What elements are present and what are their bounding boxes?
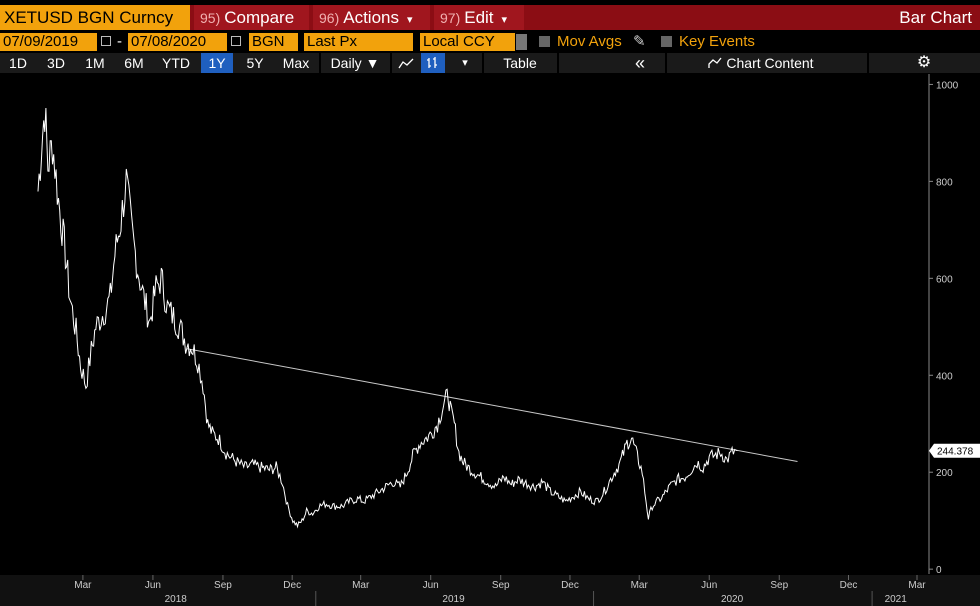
currency-select[interactable]: Local CCY [420, 33, 515, 51]
x-tick-label: Dec [283, 580, 301, 591]
currency-dropdown-icon[interactable] [516, 34, 527, 50]
y-tick-label: 600 [936, 274, 953, 285]
pencil-icon[interactable]: ✎ [633, 33, 646, 50]
x-tick-label: Sep [492, 580, 510, 591]
edit-menu-label: Edit [464, 8, 494, 27]
date-separator: - [117, 33, 122, 50]
range-1d-button[interactable]: 1D [9, 55, 27, 71]
price-series-line [37, 107, 738, 529]
last-value-label: 244.378 [937, 447, 974, 458]
x-tick-label: Dec [561, 580, 579, 591]
collapse-icon[interactable]: « [634, 53, 645, 73]
x-tick-label: Mar [908, 580, 926, 591]
chart-content-button[interactable]: Chart Content [669, 53, 853, 73]
toolbar-divider [319, 53, 321, 73]
price-chart: 0 200 400 600 800 1000 Mar Jun Sep Dec Mar Jun Sep De… [0, 74, 980, 606]
view-title: Bar Chart [899, 8, 972, 27]
bar-chart-icon[interactable] [421, 53, 445, 73]
last-value-tag [929, 443, 980, 458]
toolbar-divider [867, 53, 869, 73]
x-tick-label: Sep [214, 580, 232, 591]
x-year-label: 2021 [885, 594, 908, 605]
toolbar-divider [390, 53, 392, 73]
range-max-button[interactable]: Max [282, 55, 310, 71]
y-tick-label: 1000 [936, 80, 959, 91]
actions-dropdown-icon: ▾ [406, 14, 413, 26]
toolbar-divider [557, 53, 559, 73]
x-tick-label: Mar [631, 580, 649, 591]
controls-bar: 07/09/2019 - 07/08/2020 BGN Last Px Loca… [0, 32, 980, 52]
end-date-field[interactable]: 07/08/2020 [128, 33, 227, 51]
mov-avgs-label[interactable]: Mov Avgs [557, 33, 622, 50]
x-tick-label: Jun [145, 580, 161, 591]
y-tick-label: 400 [936, 371, 953, 382]
settings-gear-icon[interactable]: ⚙ [916, 54, 932, 71]
x-tick-label: Mar [352, 580, 370, 591]
y-tick-label: 0 [936, 565, 942, 576]
edit-dropdown-icon: ▾ [501, 14, 508, 26]
edit-menu[interactable]: 97) Edit ▾ [434, 5, 524, 30]
table-button[interactable]: Table [503, 55, 537, 71]
range-ytd-button[interactable]: YTD [162, 55, 190, 71]
chart-content-icon [708, 57, 722, 68]
actions-menu-label: Actions [343, 8, 399, 27]
calendar-icon[interactable] [101, 36, 111, 46]
title-bar: XETUSD BGN Curncy 95) Compare 96) Actions ▾… [0, 5, 980, 30]
compare-menu-label: Compare [224, 8, 295, 27]
compare-menu-number: 95) [200, 10, 221, 26]
trend-line [186, 348, 798, 463]
mov-avgs-checkbox[interactable] [539, 36, 550, 47]
range-3d-button[interactable]: 3D [47, 55, 65, 71]
x-year-label: 2019 [442, 594, 465, 605]
x-tick-label: Jun [701, 580, 717, 591]
x-year-label: 2020 [721, 594, 744, 605]
key-events-checkbox[interactable] [661, 36, 672, 47]
x-tick-label: Mar [74, 580, 92, 591]
frequency-select[interactable]: Daily ▼ [330, 55, 380, 71]
range-1y-button[interactable]: 1Y [201, 53, 233, 73]
chart-content-label: Chart Content [726, 55, 814, 71]
start-date-field[interactable]: 07/09/2019 [0, 33, 97, 51]
chart-toolbar: 1D 3D 1M 6M YTD 1Y 5Y Max Daily ▼ ▾ Tabl… [0, 53, 980, 73]
price-field-select[interactable]: Last Px [304, 33, 413, 51]
x-year-label: 2018 [165, 594, 188, 605]
ticker-field[interactable]: XETUSD BGN Curncy [0, 5, 190, 30]
toolbar-divider [482, 53, 484, 73]
x-tick-label: Dec [840, 580, 858, 591]
range-1m-button[interactable]: 1M [85, 55, 105, 71]
actions-menu-number: 96) [319, 10, 340, 26]
source-field[interactable]: BGN [249, 33, 298, 51]
toolbar-divider [665, 53, 667, 73]
calendar-icon[interactable] [231, 36, 241, 46]
chart-style-dropdown-icon[interactable]: ▾ [462, 57, 468, 69]
actions-menu[interactable]: 96) Actions ▾ [313, 5, 430, 30]
x-tick-label: Sep [770, 580, 788, 591]
compare-menu[interactable]: 95) Compare [194, 5, 309, 30]
line-chart-icon[interactable] [394, 53, 418, 73]
x-axis-band [0, 575, 980, 606]
y-tick-label: 800 [936, 177, 953, 188]
edit-menu-number: 97) [440, 10, 461, 26]
x-tick-label: Jun [423, 580, 439, 591]
y-tick-label: 200 [936, 468, 953, 479]
range-5y-button[interactable]: 5Y [246, 55, 264, 71]
key-events-label[interactable]: Key Events [679, 33, 755, 50]
range-6m-button[interactable]: 6M [124, 55, 144, 71]
